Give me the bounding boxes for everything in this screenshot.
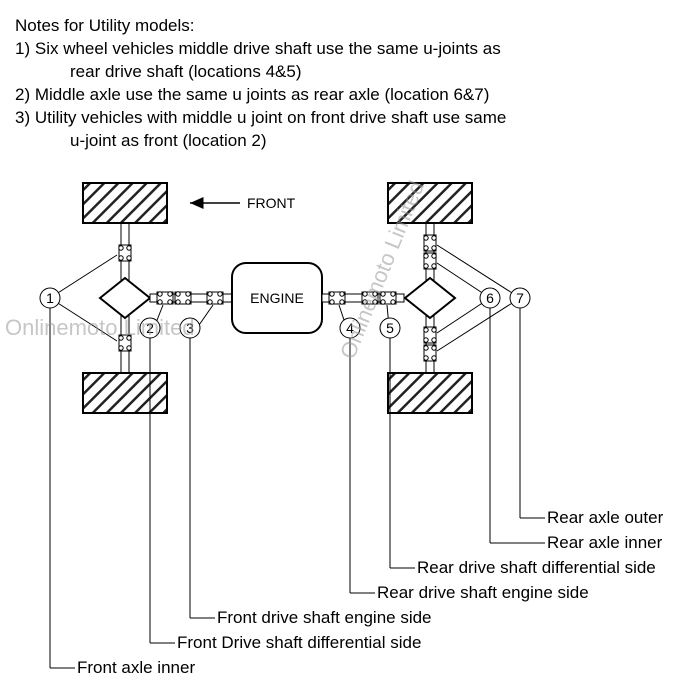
label-7: Rear axle outer <box>547 508 664 527</box>
svg-text:3: 3 <box>186 320 194 336</box>
drivetrain-diagram: 1 2 3 4 5 6 7 ENGINE FRONT Rear axle out… <box>15 163 685 683</box>
label-2: Front Drive shaft differential side <box>177 633 421 652</box>
svg-text:5: 5 <box>386 320 394 336</box>
svg-text:1: 1 <box>46 290 54 306</box>
label-3: Front drive shaft engine side <box>217 608 432 627</box>
notes-title: Notes for Utility models: <box>15 15 685 38</box>
label-5: Rear drive shaft differential side <box>417 558 656 577</box>
note-2: 2) Middle axle use the same u joints as … <box>15 84 685 107</box>
svg-text:6: 6 <box>486 290 494 306</box>
diagram-svg: 1 2 3 4 5 6 7 ENGINE FRONT Rear axle out… <box>15 163 685 683</box>
svg-text:2: 2 <box>146 320 154 336</box>
note-1: 1) Six wheel vehicles middle drive shaft… <box>15 38 685 84</box>
notes-block: Notes for Utility models: 1) Six wheel v… <box>15 15 685 153</box>
label-6: Rear axle inner <box>547 533 663 552</box>
front-label: FRONT <box>247 195 296 211</box>
label-4: Rear drive shaft engine side <box>377 583 589 602</box>
svg-text:4: 4 <box>346 320 354 336</box>
label-1: Front axle inner <box>77 658 195 677</box>
svg-text:7: 7 <box>516 290 524 306</box>
engine-label: ENGINE <box>250 290 304 306</box>
note-3: 3) Utility vehicles with middle u joint … <box>15 107 685 153</box>
